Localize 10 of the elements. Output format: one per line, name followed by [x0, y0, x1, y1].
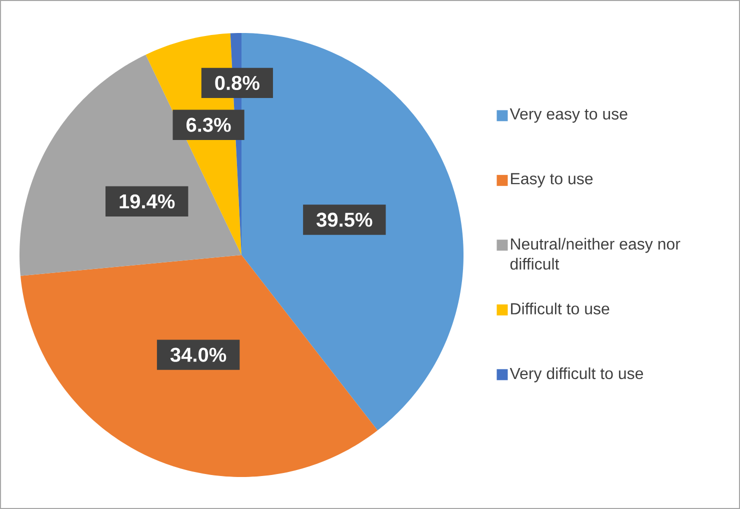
- legend-label: Difficult to use: [511, 302, 610, 314]
- data-label: 6.3%: [186, 118, 231, 132]
- data-label: 39.5%: [316, 212, 372, 227]
- data-label: 19.4%: [120, 194, 175, 208]
- legend-label: Easy to use: [511, 173, 593, 188]
- data-label: 0.8%: [215, 76, 260, 90]
- legend-label: Very difficult to use: [510, 367, 644, 382]
- data-label: 34.0%: [170, 348, 226, 362]
- legend-label: Neutral/neither easy nor difficult: [510, 238, 680, 270]
- legend-label: Very easy to use: [510, 108, 628, 123]
